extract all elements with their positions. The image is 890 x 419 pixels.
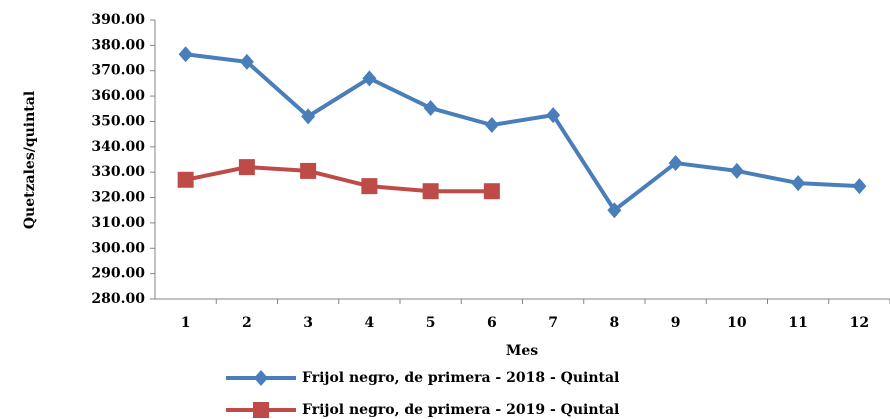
data-point xyxy=(362,70,377,87)
legend-marker xyxy=(254,370,268,386)
data-point xyxy=(607,202,622,219)
x-tick-label: 6 xyxy=(487,315,497,331)
data-point xyxy=(300,162,317,179)
y-tick-label: 320.00 xyxy=(91,190,145,206)
x-tick-label: 11 xyxy=(788,315,807,331)
y-tick-label: 390.00 xyxy=(91,12,145,28)
data-point xyxy=(729,162,744,179)
x-tick-label: 5 xyxy=(426,315,436,331)
data-point xyxy=(239,53,254,70)
series-line xyxy=(185,165,492,194)
y-axis-label: Quetzales/quintal xyxy=(22,91,38,229)
data-point xyxy=(361,178,378,195)
x-tick-label: 3 xyxy=(303,315,313,331)
x-tick-label: 7 xyxy=(548,315,558,331)
y-tick-label: 380.00 xyxy=(91,37,145,53)
y-tick-label: 310.00 xyxy=(91,215,145,231)
y-tick-label: 290.00 xyxy=(91,266,145,282)
x-tick-label: 9 xyxy=(671,315,681,331)
y-tick-label: 340.00 xyxy=(91,139,145,155)
data-point xyxy=(238,159,255,176)
x-tick-label: 1 xyxy=(181,315,191,331)
data-point xyxy=(791,175,806,192)
x-tick-label: 10 xyxy=(727,315,747,331)
data-point xyxy=(852,178,867,195)
y-tick-label: 350.00 xyxy=(91,113,145,129)
x-tick-label: 12 xyxy=(850,315,869,331)
data-point xyxy=(422,183,439,200)
y-tick-label: 330.00 xyxy=(91,164,145,180)
y-tick-label: 280.00 xyxy=(91,291,145,307)
y-tick-label: 370.00 xyxy=(91,63,145,79)
data-point xyxy=(668,155,683,172)
data-point xyxy=(423,100,438,117)
x-tick-label: 8 xyxy=(610,315,620,331)
series-line xyxy=(185,52,860,213)
legend-marker xyxy=(253,402,269,418)
y-tick-label: 360.00 xyxy=(91,88,145,104)
y-tick-label: 300.00 xyxy=(91,240,145,256)
legend-label: Frijol negro, de primera - 2018 - Quinta… xyxy=(302,370,619,386)
data-point xyxy=(177,171,194,188)
x-axis-label: Mes xyxy=(506,343,538,359)
data-point xyxy=(483,183,500,200)
x-tick-label: 4 xyxy=(365,315,375,331)
data-point xyxy=(301,108,316,125)
data-point xyxy=(484,117,499,134)
data-point xyxy=(178,46,193,63)
x-tick-label: 2 xyxy=(242,315,252,331)
legend-label: Frijol negro, de primera - 2019 - Quinta… xyxy=(302,402,619,418)
data-point xyxy=(546,107,561,124)
